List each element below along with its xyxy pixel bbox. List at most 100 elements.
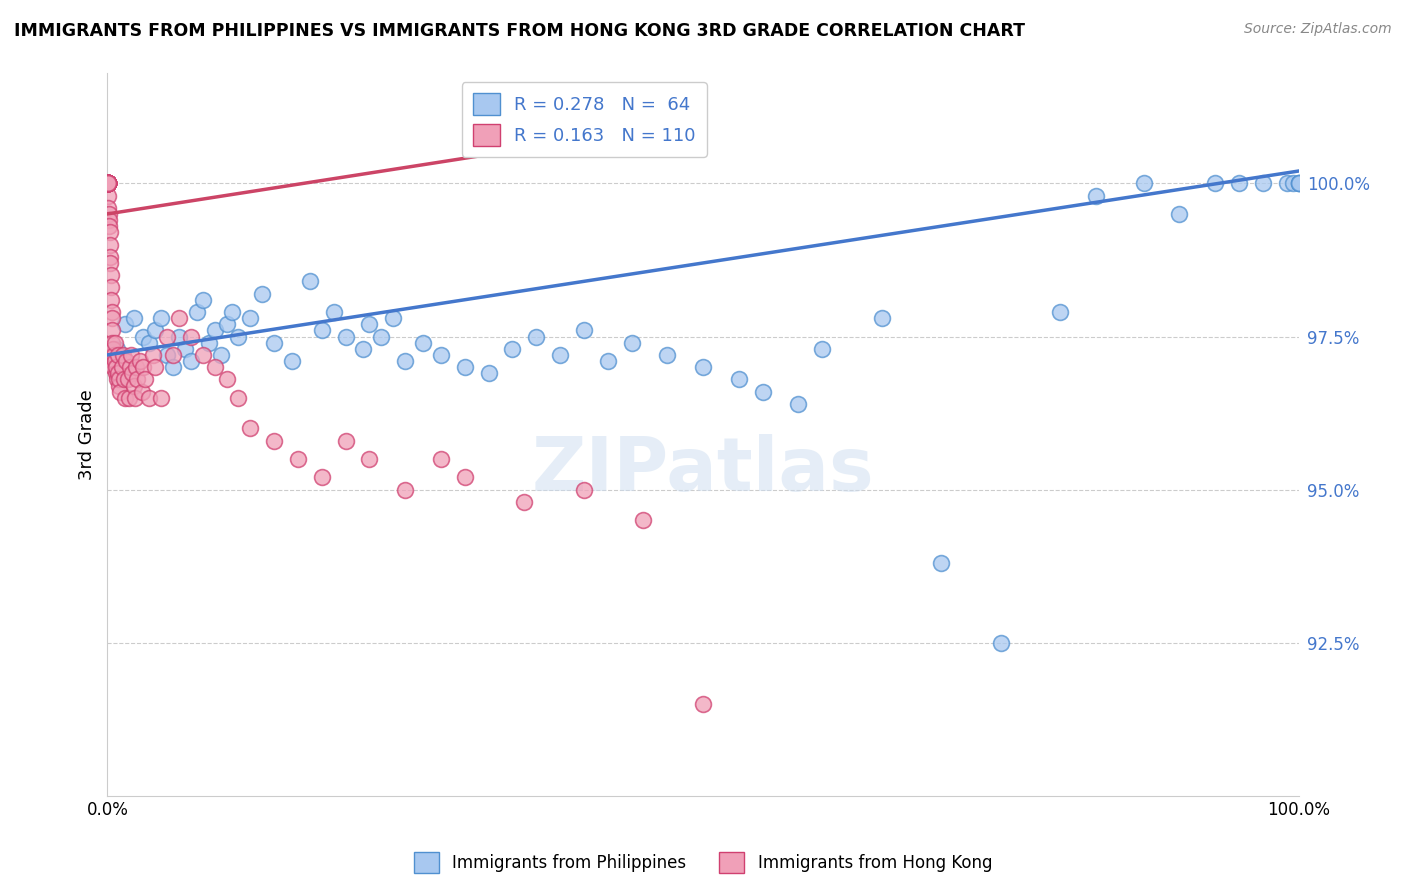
Point	[105, 372, 128, 386]
Point	[97, 176, 120, 190]
Legend: Immigrants from Philippines, Immigrants from Hong Kong: Immigrants from Philippines, Immigrants …	[406, 846, 1000, 880]
Point	[105, 360, 128, 375]
Point	[359, 452, 381, 467]
Point	[929, 556, 952, 570]
Point	[101, 354, 124, 368]
Point	[228, 391, 250, 405]
Point	[132, 329, 155, 343]
Point	[122, 311, 145, 326]
Point	[97, 176, 120, 190]
Point	[132, 360, 155, 375]
Point	[1132, 176, 1154, 190]
Point	[101, 323, 124, 337]
Point	[524, 329, 547, 343]
Point	[97, 176, 120, 190]
Point	[209, 348, 232, 362]
Point	[311, 323, 333, 337]
Point	[167, 311, 190, 326]
Point	[131, 384, 153, 399]
Point	[215, 372, 238, 386]
Point	[101, 342, 124, 356]
Point	[353, 342, 375, 356]
Point	[173, 342, 195, 356]
Point	[1204, 176, 1226, 190]
Point	[143, 360, 166, 375]
Point	[97, 176, 120, 190]
Point	[191, 293, 214, 307]
Point	[477, 366, 499, 380]
Point	[692, 697, 714, 711]
Point	[657, 348, 679, 362]
Point	[335, 434, 357, 448]
Point	[162, 360, 184, 375]
Point	[287, 452, 309, 467]
Point	[149, 311, 172, 326]
Point	[103, 348, 125, 362]
Point	[1227, 176, 1250, 190]
Point	[281, 354, 304, 368]
Point	[112, 372, 135, 386]
Point	[97, 176, 120, 190]
Point	[138, 391, 160, 405]
Point	[110, 384, 132, 399]
Point	[156, 329, 179, 343]
Point	[548, 348, 571, 362]
Point	[149, 391, 172, 405]
Point	[97, 176, 120, 190]
Point	[107, 378, 129, 392]
Point	[359, 318, 381, 332]
Point	[100, 305, 122, 319]
Point	[454, 360, 477, 375]
Point	[97, 176, 120, 190]
Point	[97, 176, 120, 190]
Point	[100, 280, 122, 294]
Point	[97, 201, 120, 215]
Point	[394, 483, 416, 497]
Point	[191, 348, 214, 362]
Point	[97, 176, 120, 190]
Point	[115, 354, 138, 368]
Point	[120, 348, 142, 362]
Point	[114, 391, 136, 405]
Point	[311, 470, 333, 484]
Point	[167, 329, 190, 343]
Point	[98, 250, 121, 264]
Point	[97, 176, 120, 190]
Point	[97, 176, 120, 190]
Point	[430, 452, 453, 467]
Point	[97, 176, 120, 190]
Point	[97, 176, 120, 190]
Point	[811, 342, 834, 356]
Point	[263, 335, 285, 350]
Point	[100, 293, 122, 307]
Point	[239, 421, 262, 435]
Point	[97, 176, 120, 190]
Point	[1281, 176, 1303, 190]
Point	[97, 176, 120, 190]
Point	[101, 311, 124, 326]
Point	[97, 176, 120, 190]
Point	[105, 342, 128, 356]
Point	[692, 360, 714, 375]
Point	[596, 354, 619, 368]
Point	[142, 348, 165, 362]
Point	[97, 176, 120, 190]
Point	[107, 348, 129, 362]
Point	[204, 360, 226, 375]
Point	[104, 366, 127, 380]
Point	[118, 391, 141, 405]
Point	[412, 335, 434, 350]
Point	[787, 397, 810, 411]
Point	[143, 323, 166, 337]
Point	[98, 256, 121, 270]
Point	[104, 354, 127, 368]
Point	[121, 366, 143, 380]
Point	[97, 176, 120, 190]
Point	[97, 176, 120, 190]
Point	[513, 495, 536, 509]
Point	[263, 434, 285, 448]
Point	[727, 372, 749, 386]
Point	[620, 335, 643, 350]
Point	[97, 176, 120, 190]
Point	[97, 176, 120, 190]
